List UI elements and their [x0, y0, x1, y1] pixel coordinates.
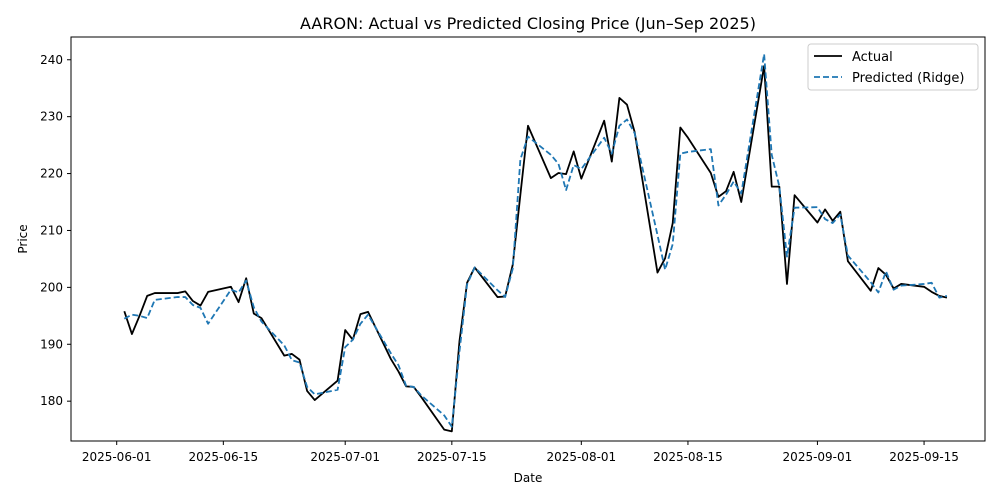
- y-tick-label: 200: [40, 280, 63, 294]
- x-tick-label: 2025-06-15: [188, 450, 258, 464]
- y-tick-label: 190: [40, 337, 63, 351]
- y-axis-label: Price: [16, 224, 30, 253]
- y-tick-label: 210: [40, 223, 63, 237]
- x-tick-label: 2025-09-15: [889, 450, 959, 464]
- x-tick-label: 2025-07-15: [417, 450, 487, 464]
- chart-title: AARON: Actual vs Predicted Closing Price…: [300, 14, 756, 33]
- series-line-actual: [123, 65, 948, 433]
- x-axis: 2025-06-01 2025-06-15 2025-07-01 2025-07-15…: [82, 441, 959, 464]
- x-tick-label: 2025-09-01: [783, 450, 853, 464]
- plot-area: [70, 36, 986, 442]
- x-axis-label: Date: [514, 471, 543, 485]
- y-axis: 180 190 200 210 220 230 240: [40, 53, 71, 408]
- x-tick-label: 2025-08-01: [546, 450, 616, 464]
- x-tick-label: 2025-07-01: [310, 450, 380, 464]
- series-layer: [123, 53, 948, 433]
- x-tick-label: 2025-06-01: [82, 450, 152, 464]
- y-tick-label: 240: [40, 53, 63, 67]
- x-tick-label: 2025-08-15: [653, 450, 723, 464]
- legend: Actual Predicted (Ridge): [807, 43, 979, 91]
- plot-frame: [70, 36, 986, 442]
- legend-label-predicted: Predicted (Ridge): [852, 71, 964, 86]
- legend-label-actual: Actual: [852, 50, 893, 65]
- series-line-predicted: [123, 53, 948, 428]
- y-tick-label: 180: [40, 394, 63, 408]
- y-tick-label: 220: [40, 167, 63, 181]
- y-tick-label: 230: [40, 110, 63, 124]
- legend-frame: [807, 43, 979, 91]
